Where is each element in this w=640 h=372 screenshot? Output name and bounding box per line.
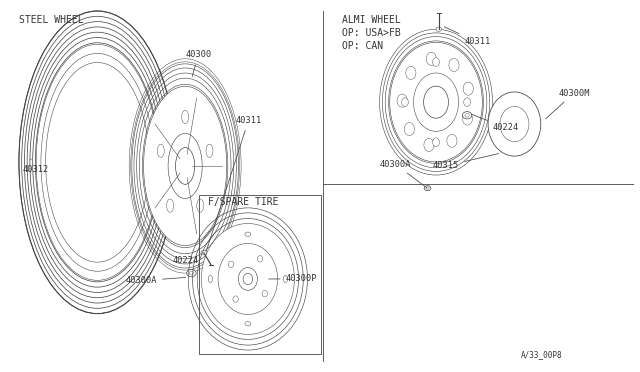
- Ellipse shape: [449, 58, 459, 72]
- Ellipse shape: [228, 261, 234, 267]
- Text: 40300M: 40300M: [545, 89, 590, 119]
- Ellipse shape: [196, 199, 204, 212]
- Text: 40300A: 40300A: [380, 160, 427, 188]
- Ellipse shape: [175, 148, 195, 184]
- Text: 40315: 40315: [433, 154, 499, 170]
- Ellipse shape: [397, 94, 407, 107]
- Ellipse shape: [401, 98, 408, 106]
- Ellipse shape: [424, 186, 431, 191]
- Ellipse shape: [36, 44, 159, 280]
- Bar: [199, 195, 321, 354]
- Ellipse shape: [257, 256, 263, 262]
- Ellipse shape: [206, 144, 213, 157]
- Text: 40311: 40311: [444, 27, 490, 46]
- Text: A/33_00P8: A/33_00P8: [521, 350, 563, 359]
- Ellipse shape: [462, 112, 472, 119]
- Text: 40300A: 40300A: [125, 276, 186, 285]
- Ellipse shape: [433, 58, 440, 67]
- Ellipse shape: [462, 112, 472, 125]
- Text: STEEL WHEEL: STEEL WHEEL: [19, 15, 84, 25]
- Ellipse shape: [424, 138, 434, 151]
- Ellipse shape: [488, 92, 541, 156]
- Text: 40300: 40300: [185, 50, 211, 77]
- Text: F/SPARE TIRE: F/SPARE TIRE: [209, 197, 279, 207]
- Text: 40224: 40224: [471, 114, 519, 132]
- Ellipse shape: [201, 250, 207, 255]
- Ellipse shape: [463, 82, 474, 95]
- Text: 40312: 40312: [22, 159, 49, 174]
- Text: 40224: 40224: [173, 256, 199, 270]
- Ellipse shape: [464, 98, 470, 106]
- Text: 40300P: 40300P: [269, 275, 317, 283]
- Text: ALMI WHEEL
OP: USA>FB
OP: CAN: ALMI WHEEL OP: USA>FB OP: CAN: [342, 15, 401, 51]
- Ellipse shape: [447, 134, 457, 147]
- Ellipse shape: [182, 110, 189, 124]
- Text: 40311: 40311: [206, 116, 262, 251]
- Ellipse shape: [143, 86, 227, 246]
- Ellipse shape: [436, 27, 442, 31]
- Ellipse shape: [157, 144, 164, 157]
- Ellipse shape: [284, 275, 287, 282]
- Ellipse shape: [404, 122, 415, 136]
- Ellipse shape: [245, 322, 251, 326]
- Ellipse shape: [202, 224, 294, 334]
- Ellipse shape: [245, 232, 251, 236]
- Ellipse shape: [424, 86, 449, 118]
- Ellipse shape: [426, 52, 436, 65]
- Ellipse shape: [406, 66, 416, 80]
- Ellipse shape: [262, 291, 268, 297]
- Ellipse shape: [233, 296, 238, 302]
- Ellipse shape: [433, 138, 440, 147]
- Ellipse shape: [208, 275, 212, 282]
- Ellipse shape: [390, 42, 483, 162]
- Ellipse shape: [166, 199, 173, 212]
- Ellipse shape: [187, 269, 196, 277]
